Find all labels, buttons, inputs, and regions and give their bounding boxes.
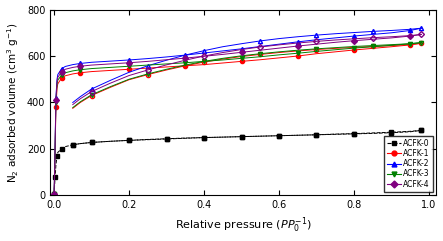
X-axis label: Relative pressure ($PP_{0}^{-1}$): Relative pressure ($PP_{0}^{-1}$): [175, 216, 312, 235]
Y-axis label: N$_2$ adsorbed volume (cm$^3$ g$^{-1}$): N$_2$ adsorbed volume (cm$^3$ g$^{-1}$): [6, 22, 21, 183]
Legend: ACFK-0, ACFK-1, ACFK-2, ACFK-3, ACFK-4: ACFK-0, ACFK-1, ACFK-2, ACFK-3, ACFK-4: [384, 136, 433, 192]
